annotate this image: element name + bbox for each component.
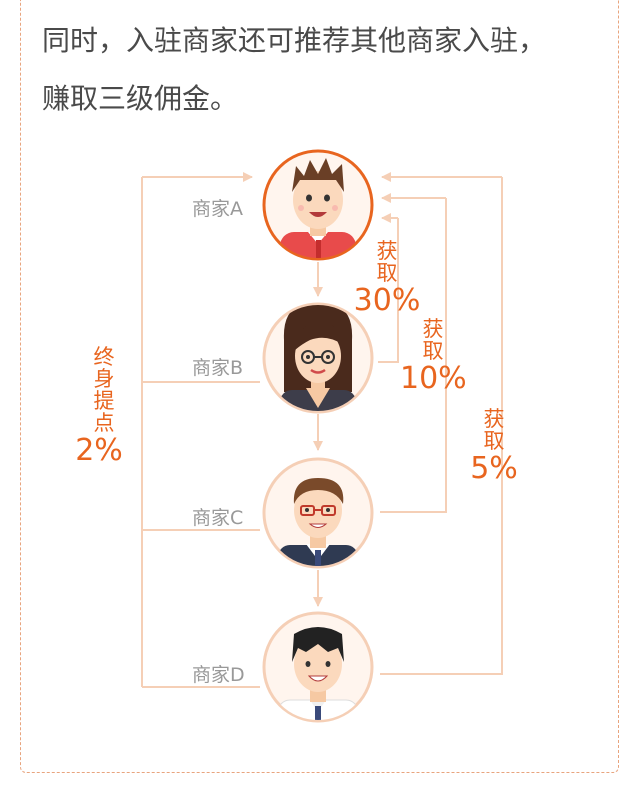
lifetime-char: 点 xyxy=(93,411,115,435)
merchant-a-avatar-icon xyxy=(262,149,374,261)
merchant-b-avatar-icon xyxy=(262,302,374,414)
merchant-c-avatar-icon xyxy=(262,457,374,569)
level-1-char: 获 xyxy=(376,239,398,263)
level-2-char: 取 xyxy=(422,339,444,363)
lifetime-connector xyxy=(141,177,260,688)
level-2-percent: 10% xyxy=(400,361,467,396)
content-frame xyxy=(20,0,619,773)
commission-10-connector xyxy=(380,198,447,513)
level-2-char: 获 xyxy=(422,317,444,341)
lifetime-commission: 终 身 提 点 2% xyxy=(75,345,126,468)
intro-line-1: 同时，入驻商家还可推荐其他商家入驻， xyxy=(42,24,547,57)
level-3-char: 获 xyxy=(483,407,505,431)
commission-level-3: 获 取 5% xyxy=(466,408,522,486)
intro-line-2: 赚取三级佣金。 xyxy=(42,82,239,115)
merchant-d-avatar-icon xyxy=(262,611,374,723)
level-3-char: 取 xyxy=(483,429,505,453)
commission-30-connector xyxy=(378,218,399,363)
merchant-b-label: 商家B xyxy=(192,357,244,379)
merchant-a-label: 商家A xyxy=(192,198,243,220)
merchant-d-label: 商家D xyxy=(192,664,245,686)
level-3-percent: 5% xyxy=(470,451,518,486)
level-1-percent: 30% xyxy=(353,283,421,318)
commission-5-connector xyxy=(380,177,503,675)
level-1-char: 取 xyxy=(376,261,398,285)
lifetime-char: 终 xyxy=(93,345,115,369)
lifetime-char: 提 xyxy=(93,389,115,413)
commission-level-2: 获 取 10% xyxy=(400,317,467,396)
intro-text: 同时，入驻商家还可推荐其他商家入驻， 赚取三级佣金。 xyxy=(42,12,602,128)
commission-level-1: 获 取 30% xyxy=(352,240,422,318)
lifetime-char: 身 xyxy=(93,367,115,391)
merchant-c-label: 商家C xyxy=(192,507,244,529)
lifetime-percent: 2% xyxy=(75,433,123,468)
